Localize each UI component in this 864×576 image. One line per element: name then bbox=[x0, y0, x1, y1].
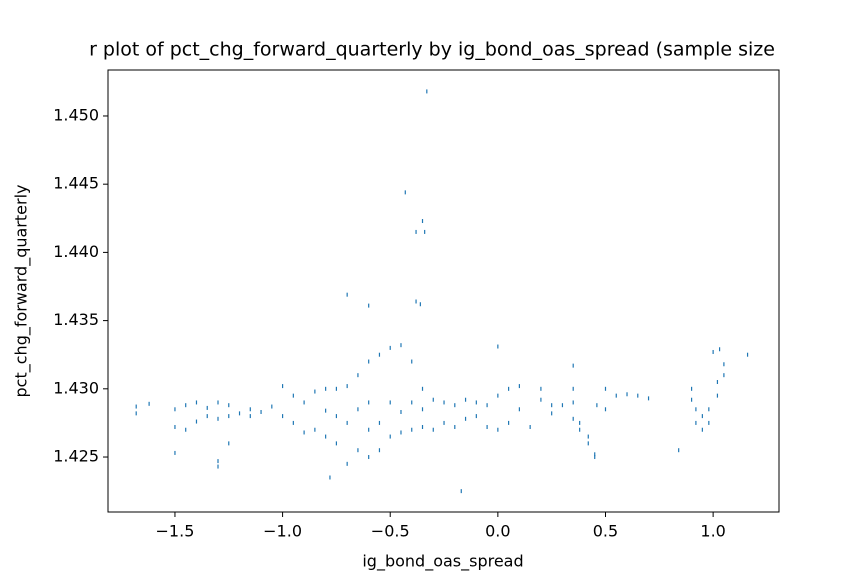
plot-frame bbox=[107, 69, 780, 513]
x-tick-label: 0.5 bbox=[593, 522, 618, 541]
x-axis-label: ig_bond_oas_spread bbox=[362, 552, 523, 572]
y-axis-label: pct_chg_forward_quarterly bbox=[12, 185, 32, 398]
y-tick-label: 1.445 bbox=[53, 174, 99, 193]
y-tick-label: 1.440 bbox=[53, 242, 99, 261]
x-tick-label: 0.0 bbox=[485, 522, 510, 541]
chart-title: r plot of pct_chg_forward_quarterly by i… bbox=[89, 39, 775, 61]
x-tick-label: 1.0 bbox=[700, 522, 725, 541]
x-tick-label: −1.5 bbox=[156, 522, 195, 541]
x-tick-label: −1.0 bbox=[263, 522, 302, 541]
x-tick-label: −0.5 bbox=[371, 522, 410, 541]
y-tick-label: 1.435 bbox=[53, 310, 99, 329]
y-tick-label: 1.425 bbox=[53, 447, 99, 466]
y-tick-label: 1.450 bbox=[53, 105, 99, 124]
y-tick-label: 1.430 bbox=[53, 378, 99, 397]
